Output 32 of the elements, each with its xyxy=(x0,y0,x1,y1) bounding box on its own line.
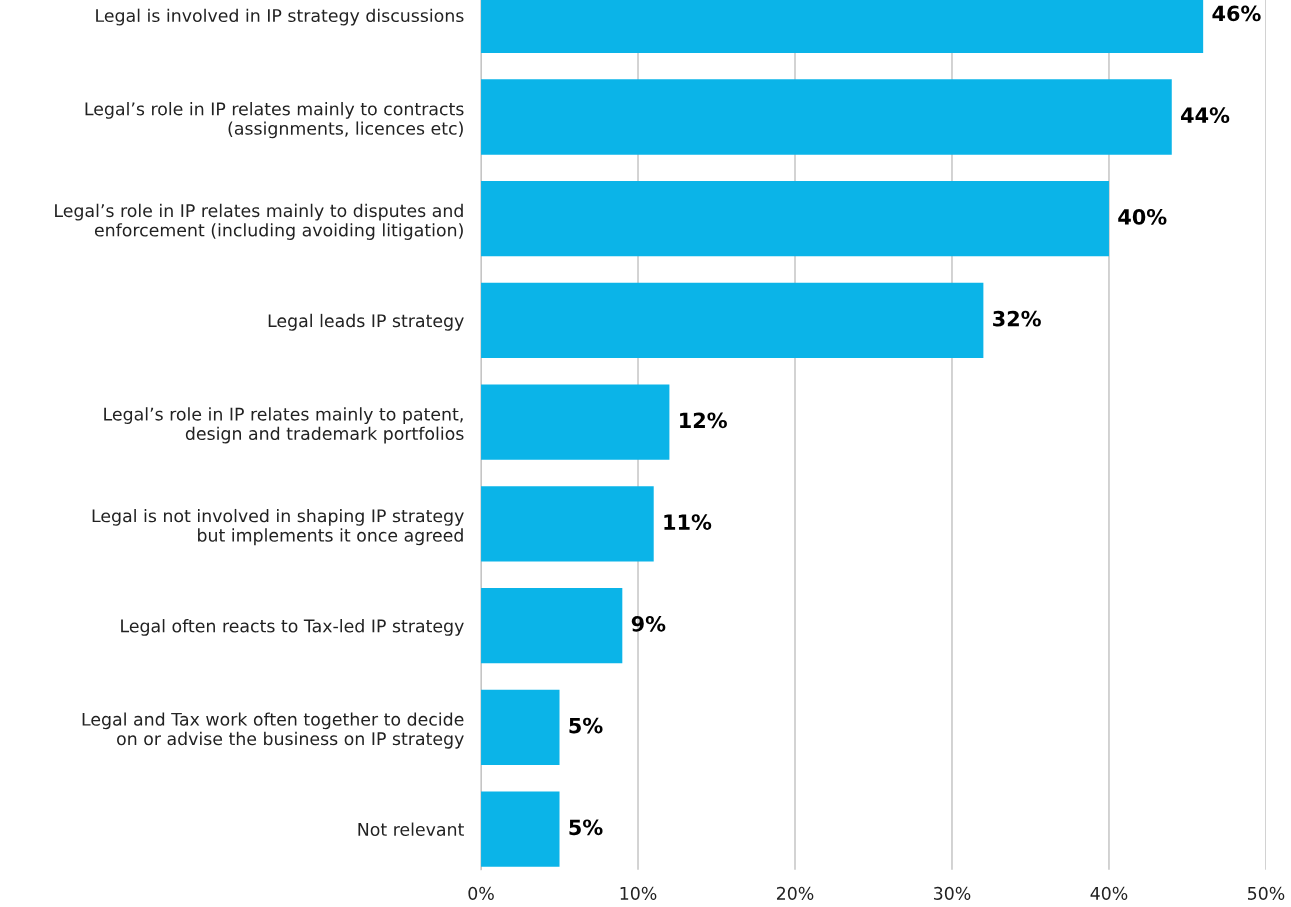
data-label: 9% xyxy=(631,615,666,632)
y-tick-label: Legal is involved in IP strategy discussions xyxy=(96,8,464,26)
bar xyxy=(481,486,654,562)
x-tick-label: 50% xyxy=(1248,886,1285,900)
x-tick-label: 0% xyxy=(468,886,494,900)
y-tick-label: Legal and Tax work often together to decide on or advise the business on IP strategy xyxy=(82,712,464,749)
bar xyxy=(481,791,560,867)
y-tick-label: Not relevant xyxy=(358,822,464,836)
data-label: 12% xyxy=(680,412,727,429)
data-label: 5% xyxy=(569,717,603,734)
bar xyxy=(481,384,670,460)
data-label: 5% xyxy=(569,819,603,836)
y-tick-label: Legal is not involved in shaping IP strategy but implements it once agreed xyxy=(92,508,464,546)
bar xyxy=(481,79,1172,155)
x-tick-label: 20% xyxy=(776,886,814,900)
y-tick-label: Legal’s role in IP relates mainly to contracts (assignments, licences etc) xyxy=(85,102,464,139)
x-tick-label: 30% xyxy=(934,886,971,900)
data-label: 11% xyxy=(664,514,712,530)
bar xyxy=(481,689,560,766)
bar xyxy=(481,588,623,664)
data-label: 32% xyxy=(993,310,1041,327)
y-tick-label: Legal often reacts to Tax-led IP strategy xyxy=(121,619,464,636)
y-tick-label: Legal leads IP strategy xyxy=(268,313,464,331)
data-label: 46% xyxy=(1212,5,1261,22)
y-tick-label: Legal’s role in IP relates mainly to disputes and enforcement (including avoiding litigation) xyxy=(55,203,463,240)
data-label: 44% xyxy=(1181,107,1230,124)
data-label: 40% xyxy=(1118,209,1167,225)
bar xyxy=(481,181,1109,257)
bar xyxy=(481,282,984,359)
x-tick-label: 10% xyxy=(620,886,657,900)
y-tick-label: Legal’s role in IP relates mainly to patent, design and trademark portfolios xyxy=(104,407,464,444)
x-tick-label: 40% xyxy=(1090,886,1128,900)
